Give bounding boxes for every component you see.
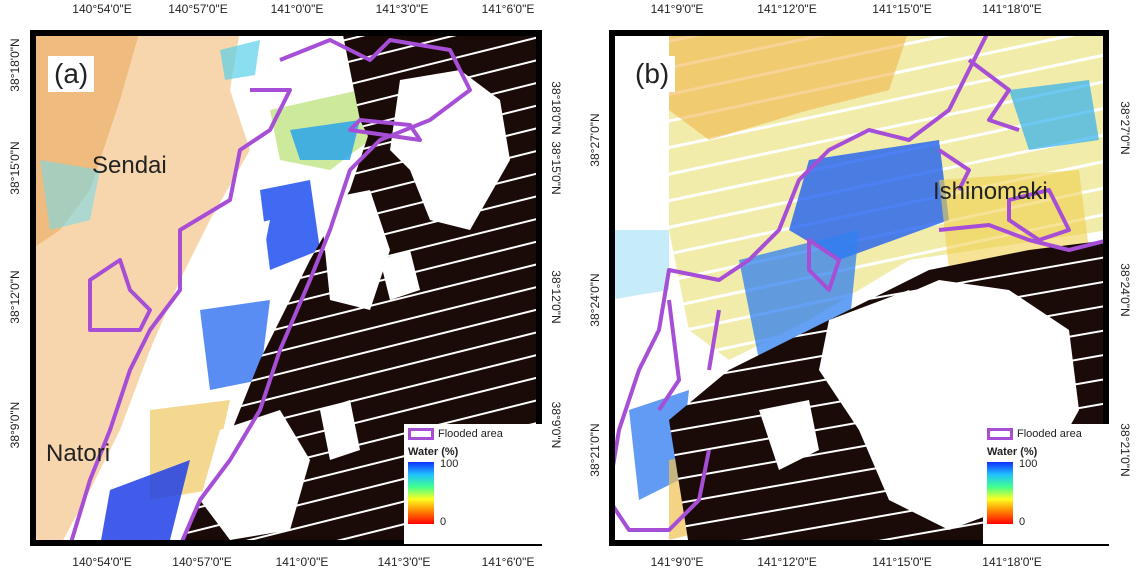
panel-label-b: (b) xyxy=(629,56,676,92)
lon-tick-bottom: 140°54'0"E xyxy=(72,555,132,569)
panel-label-a: (a) xyxy=(48,56,95,92)
water-color-ramp xyxy=(987,462,1013,524)
map-graphic-a xyxy=(30,30,542,546)
lon-tick-bottom: 141°9'0"E xyxy=(650,555,704,569)
lat-tick-right: 38°9'0"N xyxy=(549,401,563,449)
lat-tick-left: 38°9'0"N xyxy=(8,401,22,449)
lat-tick-right: 38°15'0"N xyxy=(549,141,563,195)
land-water-a xyxy=(30,30,370,546)
ramp-min-label: 0 xyxy=(1019,516,1026,528)
lat-tick-right: 38°21'0"N xyxy=(1118,423,1132,477)
lat-tick-right: 38°24'0"N xyxy=(1118,263,1132,317)
lon-tick-top: 141°12'0"E xyxy=(757,2,817,16)
lon-tick-bottom: 141°12'0"E xyxy=(757,555,817,569)
flooded-area-swatch xyxy=(987,428,1013,440)
legend-b: Flooded area Water (%) 100 0 xyxy=(983,424,1119,544)
legend-a: Flooded area Water (%) 100 0 xyxy=(404,424,542,544)
lon-tick-bottom: 141°6'0"E xyxy=(481,555,535,569)
water-map-a xyxy=(30,30,542,546)
lon-tick-top: 141°9'0"E xyxy=(650,2,704,16)
lat-tick-left: 38°12'0"N xyxy=(8,270,22,324)
flooded-area-swatch xyxy=(408,428,434,440)
lat-tick-left: 38°27'0"N xyxy=(588,113,602,167)
lon-tick-bottom: 141°3'0"E xyxy=(377,555,431,569)
map-graphic-b xyxy=(609,30,1109,546)
water-percent-title: Water (%) xyxy=(408,446,459,458)
lon-tick-top: 141°15'0"E xyxy=(872,2,932,16)
lon-tick-bottom: 141°0'0"E xyxy=(275,555,329,569)
lat-tick-left: 38°24'0"N xyxy=(588,273,602,327)
lat-tick-left: 38°21'0"N xyxy=(588,423,602,477)
lon-tick-top: 140°57'0"E xyxy=(168,2,228,16)
lat-tick-left: 38°15'0"N xyxy=(8,141,22,195)
lon-tick-top: 141°3'0"E xyxy=(375,2,429,16)
water-color-ramp xyxy=(408,462,434,524)
map-panel-a: 140°54'0"E 140°57'0"E 141°0'0"E 141°3'0"… xyxy=(8,2,563,569)
lat-tick-right: 38°12'0"N xyxy=(549,270,563,324)
ramp-max-label: 100 xyxy=(440,458,459,470)
lon-tick-top: 141°6'0"E xyxy=(481,2,535,16)
flooded-area-label: Flooded area xyxy=(1017,428,1082,440)
place-label-sendai: Sendai xyxy=(92,152,167,179)
ramp-min-label: 0 xyxy=(440,516,447,528)
place-label-ishinomaki: Ishinomaki xyxy=(933,178,1048,205)
lon-tick-top: 141°18'0"E xyxy=(982,2,1042,16)
flooded-area-label: Flooded area xyxy=(438,428,503,440)
water-percent-title: Water (%) xyxy=(987,446,1038,458)
cloud-patches-a xyxy=(200,70,510,540)
lat-tick-right: 38°27'0"N xyxy=(1118,101,1132,155)
flooded-outline-a xyxy=(68,38,472,546)
lon-tick-bottom: 141°15'0"E xyxy=(872,555,932,569)
lon-tick-bottom: 141°18'0"E xyxy=(982,555,1042,569)
lon-tick-top: 140°54'0"E xyxy=(72,2,132,16)
lat-tick-left: 38°18'0"N xyxy=(8,38,22,92)
lon-tick-top: 141°0'0"E xyxy=(270,2,324,16)
flooded-outline-b xyxy=(609,30,1109,532)
map-panel-b: 141°9'0"E 141°12'0"E 141°15'0"E 141°18'0… xyxy=(585,0,1139,573)
lon-tick-bottom: 140°57'0"E xyxy=(172,555,232,569)
ramp-max-label: 100 xyxy=(1019,458,1038,470)
place-label-natori: Natori xyxy=(46,440,111,467)
lat-tick-right: 38°18'0"N xyxy=(549,81,563,135)
